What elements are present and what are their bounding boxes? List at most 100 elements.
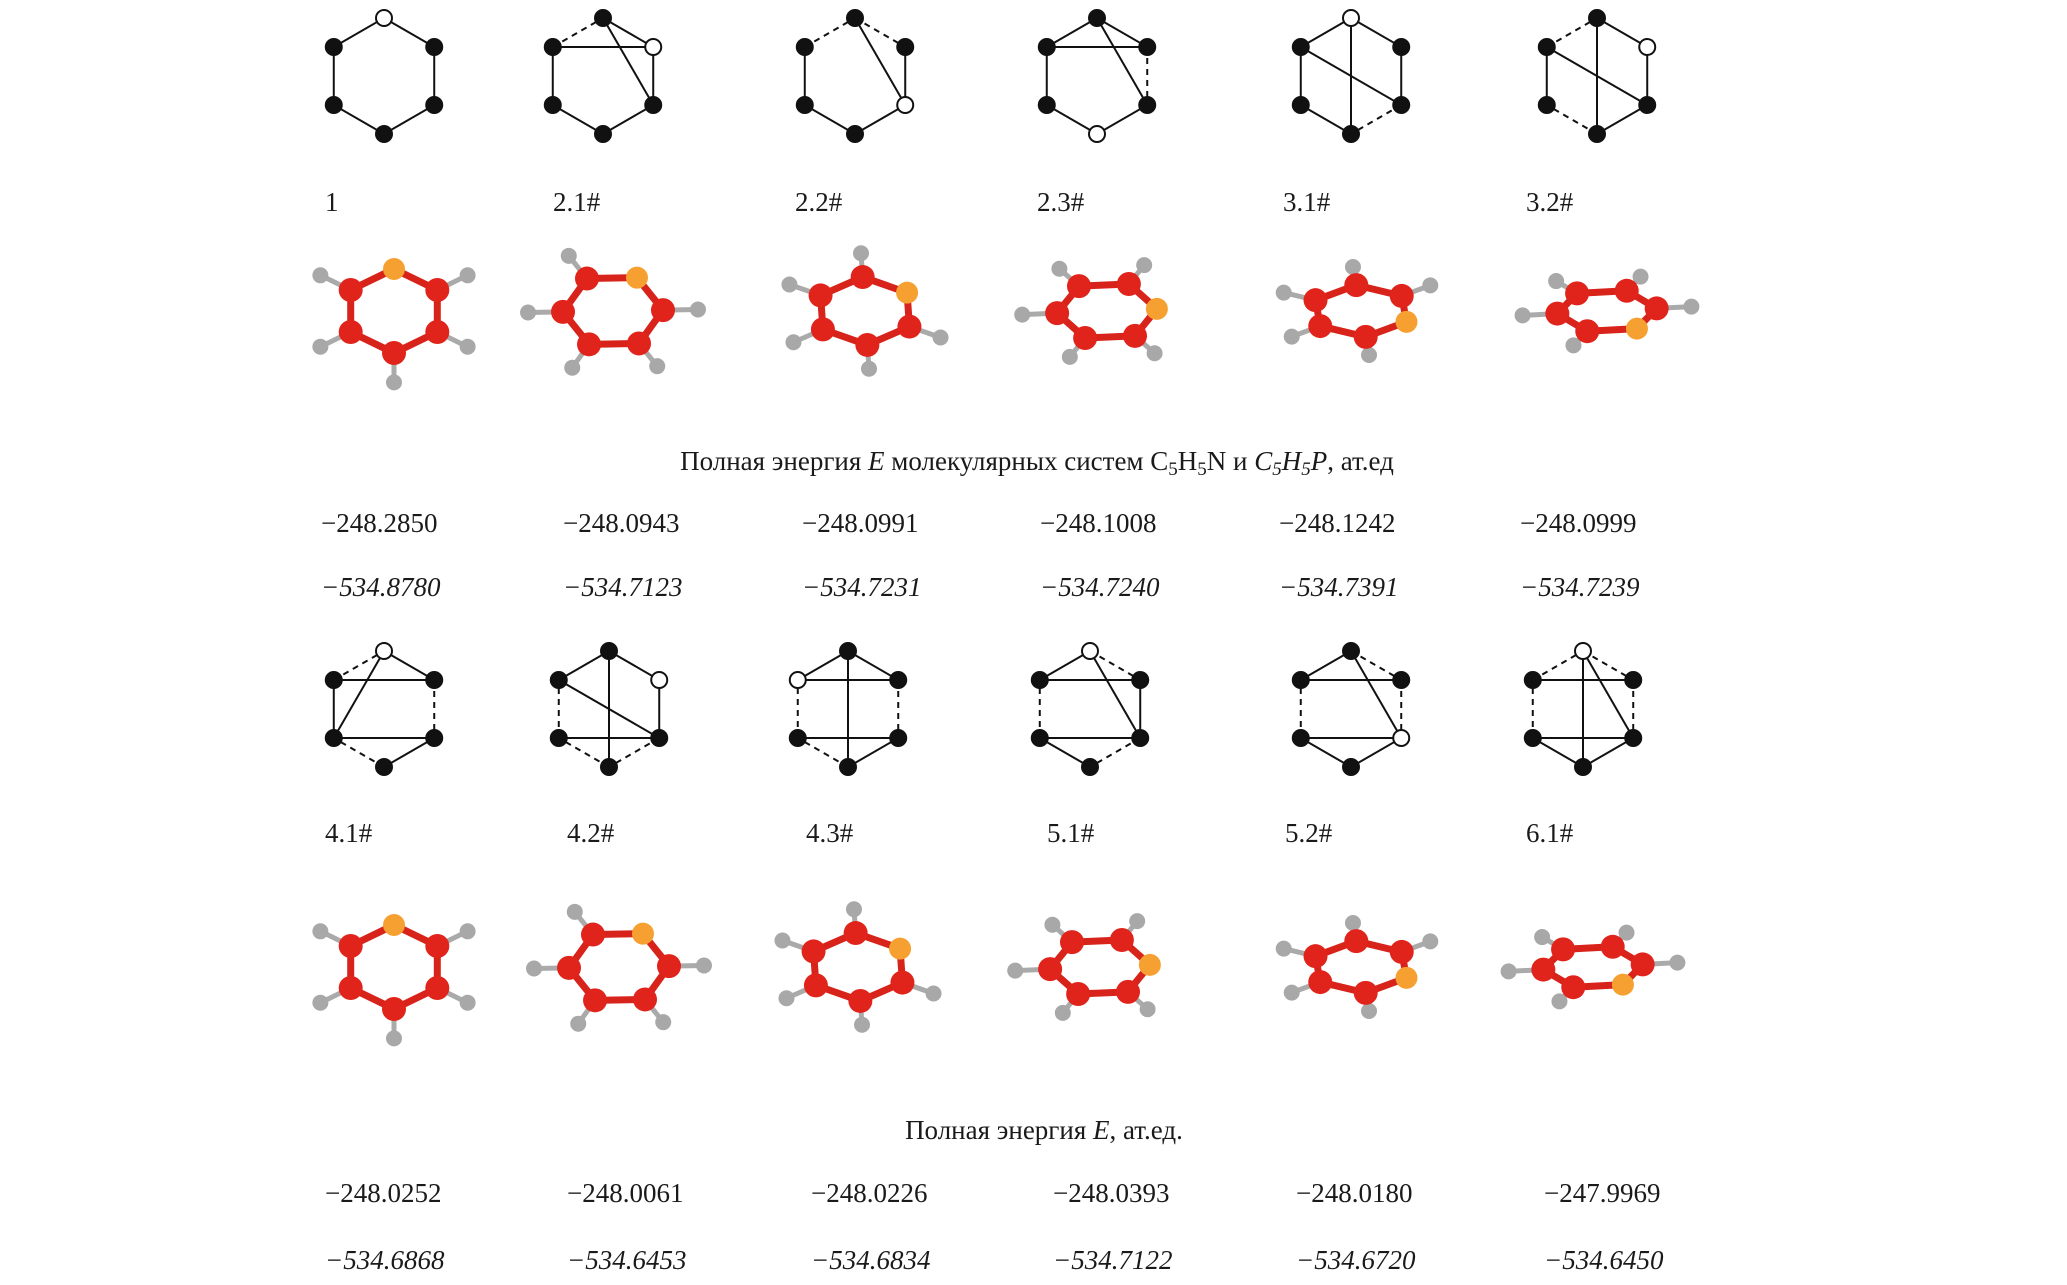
bond — [1350, 737, 1402, 768]
atom-node — [600, 642, 618, 660]
atom-node — [324, 38, 343, 56]
atom-node — [839, 758, 857, 776]
hydrogen — [312, 994, 329, 1011]
energy-n: −248.1242 — [1279, 508, 1395, 538]
atom-node — [788, 671, 807, 689]
carbon — [551, 299, 576, 324]
carbon — [843, 921, 868, 946]
atom-node — [1342, 125, 1360, 143]
hydrogen — [781, 276, 798, 293]
atom-node — [1291, 96, 1310, 114]
hydrogen — [649, 358, 666, 375]
hydrogen — [386, 374, 402, 391]
hydrogen — [1283, 328, 1300, 345]
bond — [1096, 104, 1148, 135]
atom-node — [846, 125, 864, 143]
hydrogen — [1014, 306, 1031, 323]
caption: Полная энергия E, ат.ед. — [905, 1115, 1183, 1145]
bond — [333, 17, 385, 48]
bond — [1596, 17, 1648, 48]
hydrogen — [1500, 963, 1517, 980]
carbon — [1353, 324, 1378, 349]
atom-node — [324, 96, 343, 114]
atom-node — [594, 9, 612, 27]
bond — [1532, 737, 1584, 768]
hydrogen — [560, 247, 577, 264]
energy-p: −534.6453 — [567, 1245, 686, 1275]
hydrogen — [1344, 914, 1361, 931]
bond — [332, 650, 385, 739]
atom-node — [600, 758, 618, 776]
bond — [1350, 650, 1402, 681]
bond — [1300, 104, 1352, 135]
carbon — [1116, 979, 1141, 1004]
bond — [1300, 737, 1352, 768]
hydrogen — [1146, 345, 1163, 362]
hydrogen — [1344, 258, 1361, 275]
carbon — [338, 934, 363, 958]
bond — [383, 737, 435, 768]
energy-n: −248.0943 — [563, 508, 679, 538]
hydrogen — [785, 334, 802, 351]
atom-node — [1588, 125, 1606, 143]
caption-part: 5 — [1197, 459, 1207, 480]
atom-node — [1624, 729, 1643, 747]
bond — [1046, 104, 1098, 135]
structure-label: 4.1# — [325, 818, 373, 848]
bond — [1582, 737, 1634, 768]
hydrogen — [1632, 268, 1649, 285]
atom-node — [896, 96, 915, 114]
hydrogen — [845, 901, 862, 918]
structure-label: 5.1# — [1047, 818, 1095, 848]
carbon — [425, 934, 450, 958]
atom-node — [549, 671, 568, 689]
atom-node — [1291, 671, 1310, 689]
hydrogen — [1136, 257, 1153, 274]
atom-node — [1138, 96, 1157, 114]
caption-part: 5 — [1272, 459, 1282, 480]
bond — [383, 17, 435, 48]
atom-node — [1030, 671, 1049, 689]
hydrogen — [1683, 298, 1700, 315]
bond — [1350, 104, 1402, 135]
hydrogen — [312, 267, 329, 284]
bond — [1089, 650, 1142, 739]
bond — [797, 650, 849, 681]
energy-n: −248.1008 — [1040, 508, 1156, 538]
hydrogen — [689, 301, 706, 318]
caption-part: 5 — [1168, 459, 1178, 480]
atom-node — [889, 671, 908, 689]
heteroatom — [889, 937, 912, 960]
atom-node — [1638, 38, 1657, 56]
bond — [847, 650, 899, 681]
caption-part: P — [1310, 446, 1328, 476]
caption-part: молекулярных систем C — [885, 446, 1169, 476]
atom-node — [324, 729, 343, 747]
hydrogen — [459, 338, 476, 355]
atom-node — [375, 9, 393, 27]
energy-n: −248.0180 — [1296, 1178, 1412, 1208]
atom-node — [896, 38, 915, 56]
hydrogen — [459, 923, 476, 940]
bond — [804, 104, 856, 135]
carbon — [1389, 283, 1414, 308]
caption-part: H — [1178, 446, 1198, 476]
caption-part: H — [1281, 446, 1303, 476]
bond — [383, 650, 435, 681]
carbon — [1059, 930, 1084, 955]
energy-p: −534.7391 — [1279, 572, 1398, 602]
structure-label: 1 — [325, 187, 339, 217]
bond — [1096, 17, 1148, 48]
bond — [1300, 17, 1352, 48]
bond — [1096, 17, 1149, 106]
bond — [1300, 650, 1352, 681]
atom-node — [425, 96, 444, 114]
carbon — [1344, 929, 1369, 954]
carbon — [850, 265, 875, 290]
hydrogen — [312, 923, 329, 940]
hydrogen — [459, 267, 476, 284]
heteroatom — [1395, 966, 1418, 989]
bond — [1089, 650, 1141, 681]
atom-node — [1081, 758, 1099, 776]
hydrogen — [655, 1014, 672, 1031]
